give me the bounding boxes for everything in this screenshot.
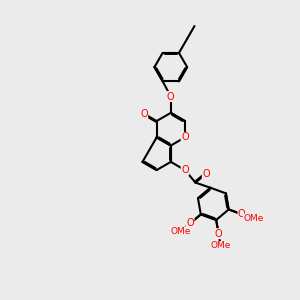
Text: OMe: OMe [243, 214, 264, 223]
Text: O: O [186, 218, 194, 228]
Text: OMe: OMe [170, 227, 191, 236]
Text: O: O [140, 109, 148, 119]
Text: O: O [202, 169, 210, 179]
Text: O: O [181, 132, 189, 142]
Text: OMe: OMe [211, 242, 231, 250]
Text: O: O [215, 229, 222, 239]
Text: O: O [238, 209, 246, 219]
Text: O: O [181, 165, 189, 175]
Text: O: O [167, 92, 175, 101]
